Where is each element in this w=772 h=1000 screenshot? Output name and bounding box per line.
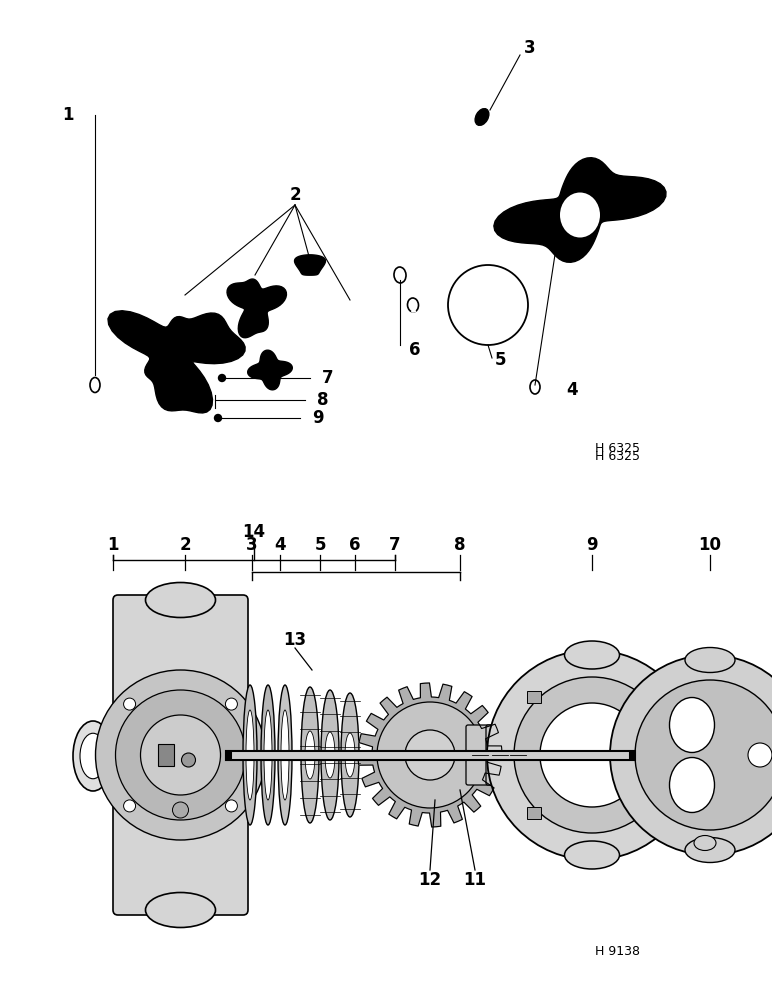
Circle shape [181, 753, 195, 767]
Ellipse shape [321, 690, 339, 820]
Ellipse shape [475, 109, 489, 125]
Ellipse shape [90, 377, 100, 392]
Ellipse shape [394, 267, 406, 283]
Circle shape [448, 265, 528, 345]
Text: 7: 7 [322, 369, 334, 387]
Text: 7: 7 [389, 536, 401, 554]
Ellipse shape [145, 582, 215, 617]
Ellipse shape [301, 687, 319, 823]
Ellipse shape [694, 836, 716, 850]
Circle shape [635, 680, 772, 830]
FancyBboxPatch shape [527, 691, 541, 703]
Ellipse shape [145, 892, 215, 928]
Ellipse shape [669, 698, 715, 752]
Circle shape [116, 690, 245, 820]
Ellipse shape [246, 710, 254, 800]
Text: H 9138: H 9138 [595, 945, 640, 958]
Ellipse shape [261, 685, 275, 825]
Ellipse shape [305, 731, 315, 779]
Circle shape [405, 730, 455, 780]
Ellipse shape [560, 192, 600, 237]
Circle shape [748, 743, 772, 767]
Text: 14: 14 [242, 523, 266, 541]
Text: 2: 2 [179, 536, 191, 554]
Circle shape [487, 650, 697, 860]
Ellipse shape [685, 648, 735, 672]
Circle shape [141, 715, 221, 795]
Ellipse shape [345, 733, 355, 777]
Circle shape [225, 800, 238, 812]
Ellipse shape [281, 710, 289, 800]
Text: 3: 3 [246, 536, 258, 554]
FancyBboxPatch shape [504, 725, 532, 785]
Text: H 6325: H 6325 [595, 442, 640, 455]
Polygon shape [248, 350, 293, 390]
Ellipse shape [278, 685, 292, 825]
Text: 6: 6 [409, 341, 421, 359]
Circle shape [215, 414, 222, 422]
Text: 8: 8 [454, 536, 466, 554]
Ellipse shape [73, 721, 113, 791]
Text: H 6325: H 6325 [595, 450, 640, 463]
Circle shape [225, 698, 238, 710]
Text: 8: 8 [317, 391, 329, 409]
Ellipse shape [685, 838, 735, 862]
Ellipse shape [408, 298, 418, 312]
Text: 12: 12 [418, 871, 442, 889]
Text: 13: 13 [283, 631, 306, 649]
Text: 11: 11 [463, 871, 486, 889]
Ellipse shape [564, 841, 619, 869]
Circle shape [218, 374, 225, 381]
Ellipse shape [530, 380, 540, 394]
Text: 1: 1 [63, 106, 74, 124]
Text: 10: 10 [699, 536, 722, 554]
Text: 3: 3 [524, 39, 536, 57]
Ellipse shape [341, 693, 359, 817]
Ellipse shape [325, 732, 335, 778]
Ellipse shape [669, 758, 715, 812]
Circle shape [610, 655, 772, 855]
Polygon shape [295, 255, 326, 275]
Circle shape [514, 677, 670, 833]
Polygon shape [227, 279, 286, 338]
FancyBboxPatch shape [643, 807, 657, 819]
Text: 5: 5 [314, 536, 326, 554]
FancyBboxPatch shape [643, 691, 657, 703]
FancyBboxPatch shape [113, 595, 248, 915]
Ellipse shape [243, 685, 257, 825]
Text: 6: 6 [349, 536, 361, 554]
Text: 2: 2 [290, 186, 301, 204]
Text: 4: 4 [566, 381, 577, 399]
Text: 5: 5 [494, 351, 506, 369]
Text: 9: 9 [312, 409, 323, 427]
Circle shape [124, 800, 136, 812]
Text: 9: 9 [586, 536, 598, 554]
FancyBboxPatch shape [527, 807, 541, 819]
Circle shape [124, 698, 136, 710]
Ellipse shape [564, 641, 619, 669]
Ellipse shape [264, 710, 272, 800]
Circle shape [540, 703, 644, 807]
Text: 1: 1 [107, 536, 119, 554]
Circle shape [96, 670, 266, 840]
Polygon shape [108, 311, 245, 413]
FancyBboxPatch shape [486, 725, 514, 785]
Text: 4: 4 [274, 536, 286, 554]
Wedge shape [411, 305, 415, 312]
Polygon shape [494, 158, 666, 262]
Circle shape [377, 702, 483, 808]
Ellipse shape [80, 733, 106, 779]
FancyBboxPatch shape [157, 744, 174, 766]
Polygon shape [358, 683, 502, 827]
Circle shape [172, 802, 188, 818]
FancyBboxPatch shape [466, 725, 494, 785]
